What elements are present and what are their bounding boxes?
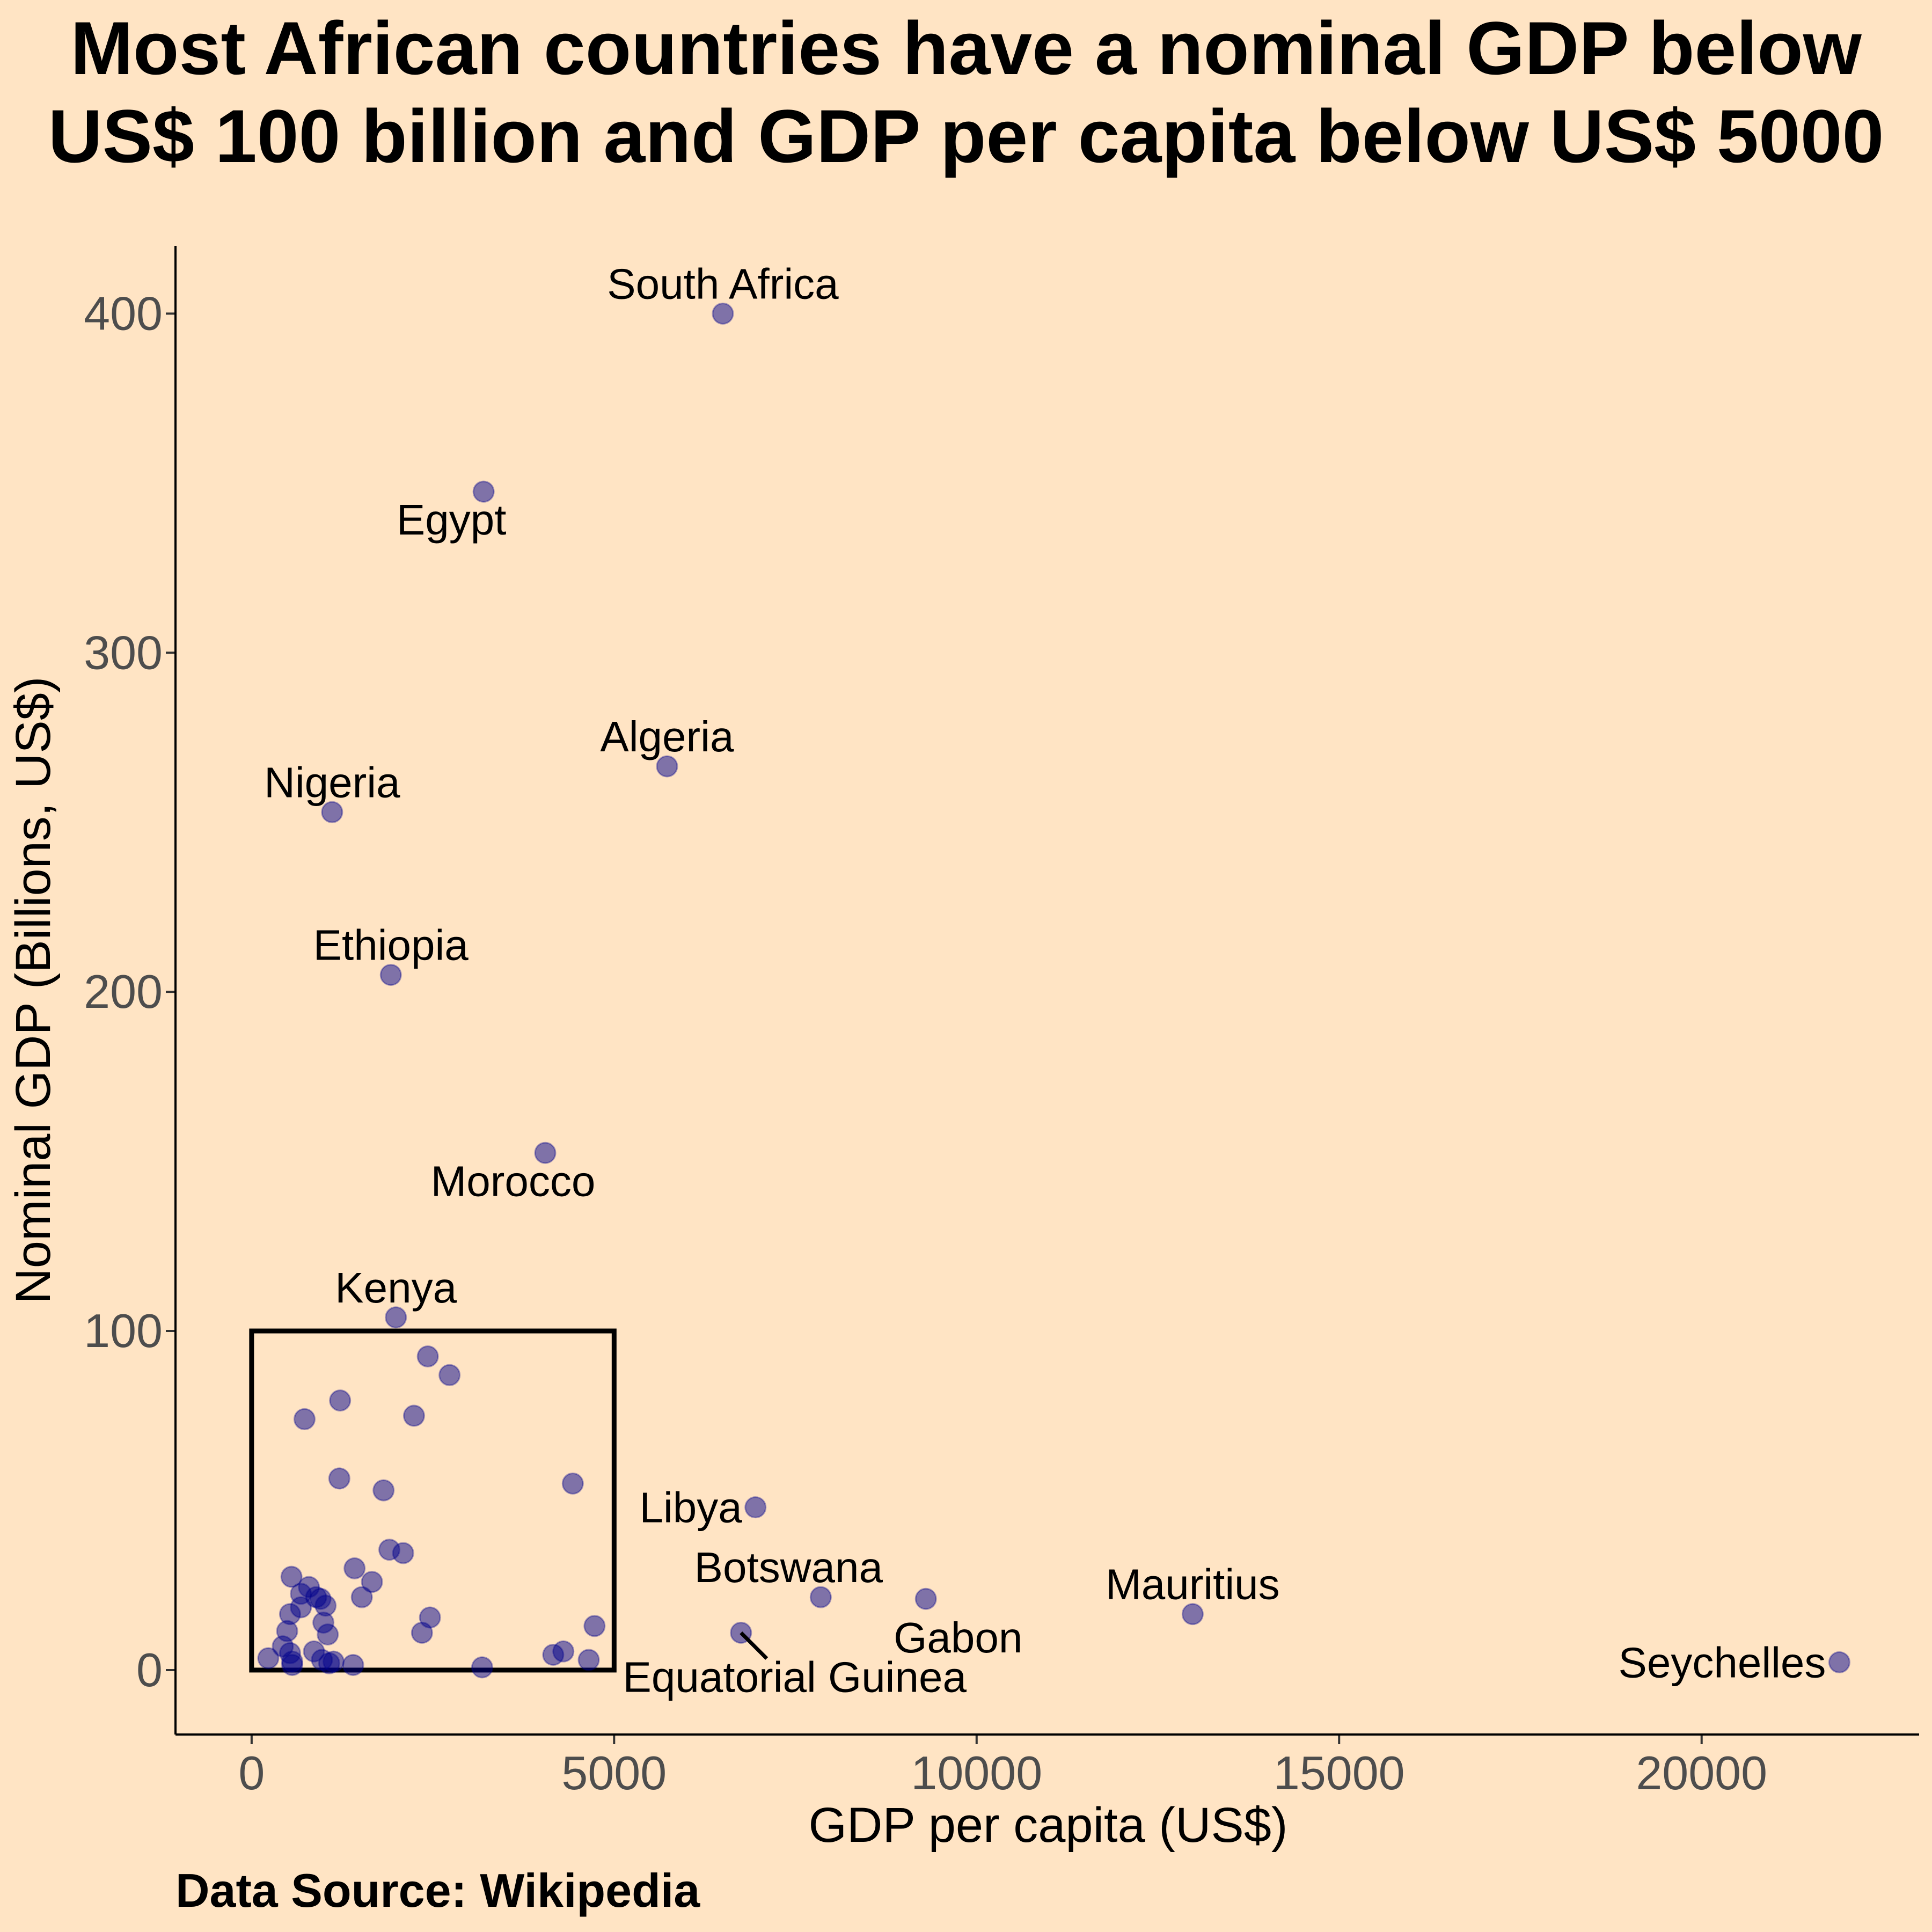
data-point bbox=[350, 1586, 373, 1608]
point-label-equatorial-guinea: Equatorial Guinea bbox=[623, 1653, 967, 1701]
y-tick-label: 400 bbox=[84, 287, 163, 340]
y-axis-ticks: 0 100 200 300 400 bbox=[84, 287, 175, 1696]
data-point-libya bbox=[744, 1496, 767, 1519]
data-point-mauritius bbox=[1181, 1603, 1204, 1626]
data-point bbox=[402, 1404, 425, 1427]
data-points bbox=[257, 302, 1850, 1679]
data-point-gabon bbox=[914, 1587, 937, 1610]
data-point bbox=[416, 1345, 439, 1367]
data-point-kenya bbox=[385, 1306, 407, 1329]
data-point bbox=[577, 1649, 600, 1671]
x-axis-title: GDP per capita (US$) bbox=[808, 1798, 1287, 1853]
data-point-nigeria bbox=[321, 801, 343, 823]
highlight-box bbox=[249, 1328, 617, 1673]
point-label-morocco: Morocco bbox=[431, 1157, 596, 1205]
y-axis-title: Nominal GDP (Billions, US$) bbox=[6, 676, 61, 1304]
data-point-seychelles bbox=[1828, 1651, 1850, 1673]
data-point bbox=[411, 1621, 433, 1644]
data-point-botswana bbox=[809, 1586, 832, 1608]
data-point bbox=[542, 1644, 565, 1666]
point-label-ethiopia: Ethiopia bbox=[313, 921, 469, 969]
point-label-south-africa: South Africa bbox=[607, 260, 839, 308]
point-label-egypt: Egypt bbox=[397, 496, 507, 544]
point-label-mauritius: Mauritius bbox=[1106, 1561, 1280, 1608]
data-point-algeria bbox=[656, 755, 678, 778]
data-point-ethiopia bbox=[379, 964, 402, 986]
data-point bbox=[317, 1623, 339, 1646]
data-point-south-africa bbox=[712, 302, 734, 325]
data-point bbox=[583, 1615, 606, 1637]
y-tick-label: 100 bbox=[84, 1304, 163, 1357]
chart-title-line-2: US$ 100 billion and GDP per capita below… bbox=[48, 94, 1884, 178]
x-tick-label: 0 bbox=[238, 1746, 265, 1799]
point-label-seychelles: Seychelles bbox=[1619, 1638, 1826, 1686]
y-tick-label: 200 bbox=[84, 965, 163, 1018]
label-leader-line bbox=[740, 1631, 769, 1660]
point-label-algeria: Algeria bbox=[600, 713, 734, 760]
x-tick-label: 20000 bbox=[1636, 1746, 1767, 1799]
data-point bbox=[343, 1557, 366, 1579]
data-point bbox=[329, 1389, 352, 1412]
y-tick-label: 300 bbox=[84, 626, 163, 679]
data-point bbox=[328, 1467, 350, 1490]
x-tick-label: 5000 bbox=[561, 1746, 667, 1799]
data-point bbox=[342, 1653, 364, 1676]
data-point bbox=[392, 1542, 414, 1564]
data-point-morocco bbox=[534, 1141, 557, 1164]
data-point bbox=[257, 1647, 280, 1670]
data-point bbox=[561, 1472, 584, 1495]
data-point bbox=[438, 1364, 461, 1386]
point-label-libya: Libya bbox=[639, 1484, 742, 1532]
data-source-caption: Data Source: Wikipedia bbox=[175, 1864, 700, 1917]
point-labels: South Africa Egypt Algeria Nigeria Ethiopia M… bbox=[264, 260, 1826, 1701]
point-label-gabon: Gabon bbox=[894, 1614, 1022, 1662]
x-tick-label: 10000 bbox=[911, 1746, 1042, 1799]
data-point bbox=[280, 1565, 303, 1588]
point-label-kenya: Kenya bbox=[335, 1264, 457, 1312]
data-point bbox=[293, 1408, 316, 1430]
x-axis-ticks: 0 5000 10000 15000 20000 bbox=[238, 1735, 1767, 1799]
data-point-egypt bbox=[472, 480, 495, 503]
data-point bbox=[281, 1653, 304, 1676]
x-tick-label: 15000 bbox=[1274, 1746, 1405, 1799]
data-point bbox=[471, 1656, 493, 1679]
point-label-nigeria: Nigeria bbox=[264, 758, 400, 806]
data-point bbox=[318, 1652, 340, 1674]
data-point bbox=[361, 1571, 383, 1593]
chart-title-line-1: Most African countries have a nominal GD… bbox=[70, 6, 1862, 90]
y-tick-label: 0 bbox=[136, 1643, 163, 1696]
data-point bbox=[372, 1479, 395, 1502]
point-label-botswana: Botswana bbox=[694, 1543, 883, 1591]
